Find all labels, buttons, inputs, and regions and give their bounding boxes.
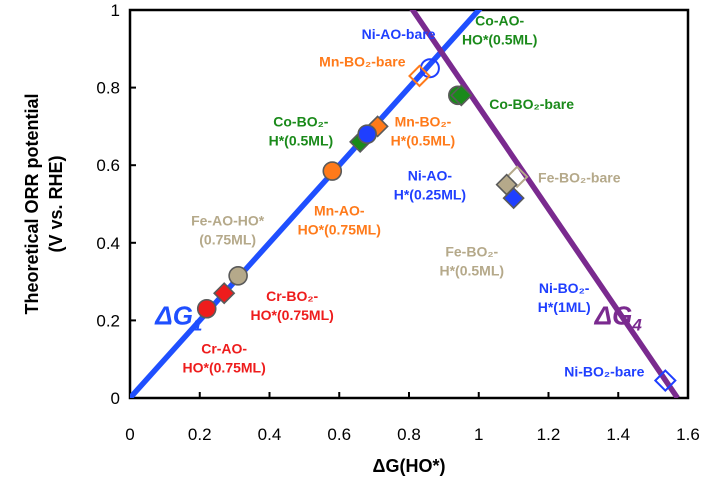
x-tick-label: 0.2 bbox=[188, 425, 212, 444]
x-tick-label: 1.4 bbox=[606, 425, 630, 444]
y-axis-title-line1: Theoretical ORR potential bbox=[22, 93, 42, 314]
trend-line-ΔG1 bbox=[130, 10, 483, 398]
point-annotation: Co-BO₂-bare bbox=[489, 96, 574, 112]
y-tick-label: 0.8 bbox=[96, 79, 120, 98]
point-annotation: Ni-AO-bare bbox=[362, 26, 436, 42]
point-annotation: Mn-BO₂-bare bbox=[319, 53, 406, 69]
y-tick-label: 0.6 bbox=[96, 156, 120, 175]
x-tick-label: 0.8 bbox=[397, 425, 421, 444]
point-annotation: Fe-BO₂-bare bbox=[538, 170, 621, 186]
y-axis-title-line2: (V vs. RHE) bbox=[46, 155, 66, 252]
data-point-diamond bbox=[653, 369, 677, 392]
data-point-diamond bbox=[502, 187, 525, 210]
x-tick-label: 1.6 bbox=[676, 425, 700, 444]
data-point-circle bbox=[322, 161, 343, 181]
point-annotation: Ni-AO-H*(0.25ML) bbox=[394, 168, 466, 203]
y-tick-label: 0 bbox=[111, 389, 120, 408]
data-point-diamond bbox=[450, 84, 473, 107]
line-label-4: ΔG4 bbox=[594, 300, 643, 334]
trend-line-ΔG4 bbox=[409, 10, 680, 398]
x-tick-label: 1 bbox=[474, 425, 483, 444]
x-tick-label: 0 bbox=[125, 425, 134, 444]
x-axis-title: ΔG(HO*) bbox=[373, 456, 446, 476]
point-annotation: Fe-AO-HO* (0.75ML) bbox=[191, 212, 265, 247]
point-annotation: Co-AO-HO*(0.5ML) bbox=[462, 13, 537, 48]
x-tick-label: 1.2 bbox=[537, 425, 561, 444]
point-annotation: Mn-BO₂-H*(0.5ML) bbox=[391, 113, 456, 148]
point-annotation: Ni-BO₂-bare bbox=[564, 364, 644, 380]
y-tick-label: 0.4 bbox=[96, 234, 120, 253]
data-point-diamond bbox=[408, 64, 431, 88]
point-annotation: Ni-BO₂-H*(1ML) bbox=[538, 280, 591, 315]
y-tick-label: 0.2 bbox=[96, 311, 120, 330]
x-tick-label: 0.4 bbox=[258, 425, 282, 444]
point-annotation: Cr-BO₂-HO*(0.75ML) bbox=[251, 288, 334, 323]
data-point-circle bbox=[196, 298, 217, 319]
point-annotation: Cr-AO-HO*(0.75ML) bbox=[183, 340, 266, 375]
data-point-diamond bbox=[505, 165, 529, 189]
point-annotation: Mn-AO-HO*(0.75ML) bbox=[298, 203, 381, 238]
data-point-circle bbox=[228, 265, 248, 286]
point-annotation: Fe-BO₂-H*(0.5ML) bbox=[439, 243, 504, 278]
x-tick-label: 0.6 bbox=[327, 425, 351, 444]
line-label-1: ΔG1 bbox=[154, 300, 202, 334]
y-tick-label: 1 bbox=[111, 1, 120, 20]
data-point-diamond bbox=[213, 282, 236, 305]
data-points bbox=[196, 58, 677, 392]
point-labels: ΔG1 ΔG4 Ni-AO-bare Mn-BO₂-bare Co-AO-HO*(0.5… bbox=[154, 13, 644, 380]
data-point-circle bbox=[357, 124, 377, 144]
point-annotation: Co-BO₂-H*(0.5ML) bbox=[269, 113, 334, 148]
trend-lines bbox=[130, 10, 680, 398]
